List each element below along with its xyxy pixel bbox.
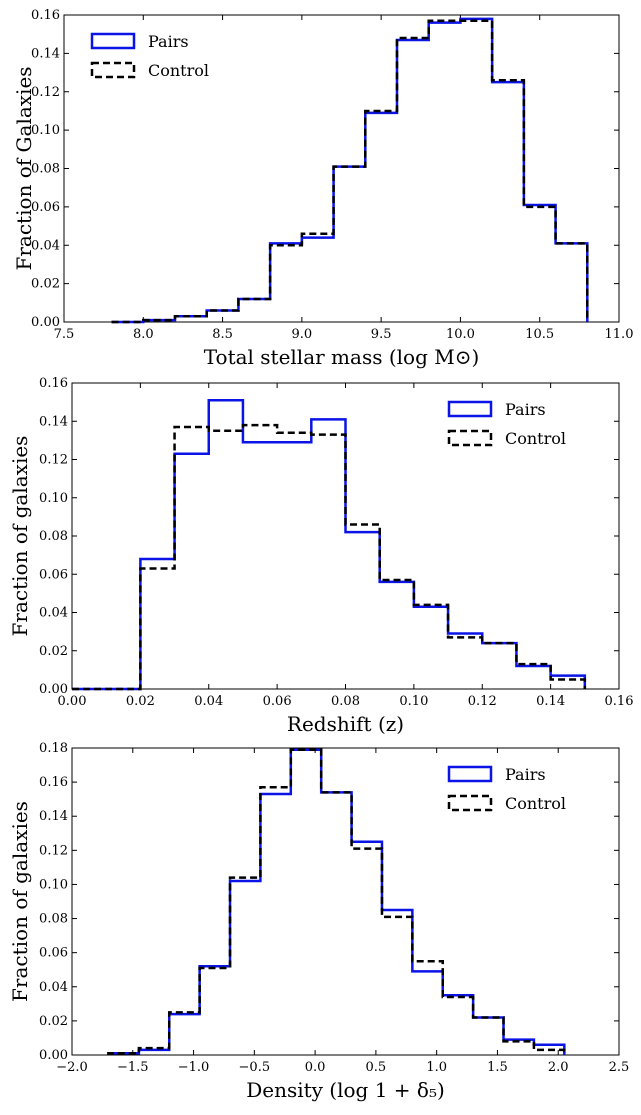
chart-panel-2: 0.00 0.02 0.04 0.06 0.08 0.10 0.12 0.14 0.16 0.00… (8, 376, 633, 736)
x-tick-label: 0.5 (366, 1060, 387, 1075)
x-tick-label: −1.0 (178, 1060, 210, 1075)
x-tick-label: 10.0 (446, 327, 475, 342)
y-tick-label: 0.18 (39, 741, 68, 756)
y-tick-label: 0.16 (39, 775, 68, 790)
legend-label-pairs: Pairs (148, 32, 189, 51)
y-tick-label: 0.12 (39, 843, 68, 858)
legend-swatch-pairs (447, 765, 493, 783)
x-tick-label: 0.06 (263, 694, 292, 709)
x-tick-label: 10.5 (525, 327, 554, 342)
legend-label-control: Control (148, 61, 209, 80)
x-tick-label: 0.16 (605, 694, 634, 709)
x-tick-label: 0.08 (331, 694, 360, 709)
y-tick-label: 0.08 (39, 912, 68, 927)
x-tick-label: 0.10 (399, 694, 428, 709)
y-tick-label: 0.10 (31, 123, 60, 138)
chart-panel-3: −2.0 −1.5 −1.0 −0.5 0.0 0.5 1.0 1.5 2.0 2.5 0.00 0.… (8, 741, 629, 1102)
legend-label-control: Control (505, 794, 566, 813)
x-tick-label: 0.00 (58, 694, 87, 709)
legend: Pairs Control (90, 32, 209, 80)
series-control-step-line (72, 423, 587, 691)
y-tick-label: 0.08 (39, 529, 68, 544)
y-tick-label: 0.06 (39, 567, 68, 582)
legend-label-pairs: Pairs (505, 400, 546, 419)
x-tick-label: 11.0 (605, 327, 634, 342)
y-tick-label: 0.00 (39, 1048, 68, 1063)
y-tick-label: 0.06 (39, 946, 68, 961)
x-tick-label: 7.5 (54, 327, 75, 342)
x-tick-label: −2.0 (56, 1060, 88, 1075)
x-tick-label: 8.0 (133, 327, 154, 342)
x-tick-label: 9.0 (292, 327, 313, 342)
plot-frame (71, 747, 620, 1056)
y-tick-label: 0.10 (39, 491, 68, 506)
y-tick-label: 0.14 (39, 414, 68, 429)
y-tick-label: 0.16 (31, 8, 60, 23)
legend-swatch-control (447, 794, 493, 812)
x-tick-label: 0.0 (305, 1060, 326, 1075)
x-tick-label: 2.0 (548, 1060, 569, 1075)
y-tick-label: 0.00 (31, 315, 60, 330)
y-axis-label: Fraction of galaxies (8, 801, 32, 1002)
series-control-step-line (111, 19, 589, 324)
y-tick-label: 0.12 (39, 453, 68, 468)
x-tick-label: 1.5 (487, 1060, 508, 1075)
y-tick-label: 0.02 (39, 644, 68, 659)
x-axis-label: Total stellar mass (log M⊙) (204, 345, 480, 369)
x-tick-label: 1.0 (426, 1060, 447, 1075)
y-tick-label: 0.00 (39, 682, 68, 697)
series-pairs-step-line (107, 748, 566, 1055)
x-tick-label: 0.02 (126, 694, 155, 709)
x-tick-label: 2.5 (609, 1060, 630, 1075)
legend-swatch-pairs (447, 400, 493, 418)
legend: Pairs Control (447, 400, 566, 448)
y-tick-label: 0.10 (39, 877, 68, 892)
x-tick-label: 8.5 (212, 327, 233, 342)
x-axis-label: Redshift (z) (287, 712, 404, 736)
series-control-step-line (107, 748, 566, 1055)
legend: Pairs Control (447, 765, 566, 813)
series-pairs-step-line (72, 398, 587, 691)
x-tick-label: −1.5 (117, 1060, 149, 1075)
x-tick-label: 0.14 (536, 694, 565, 709)
x-tick-label: 0.12 (468, 694, 497, 709)
legend-label-pairs: Pairs (505, 765, 546, 784)
x-axis-label: Density (log 1 + δ₅) (246, 1078, 445, 1102)
x-tick-label: −0.5 (239, 1060, 271, 1075)
y-axis-label: Fraction of Galaxies (12, 66, 36, 270)
y-tick-label: 0.04 (31, 238, 60, 253)
y-tick-label: 0.06 (31, 200, 60, 215)
y-axis-label: Fraction of galaxies (8, 436, 32, 637)
legend-swatch-pairs (90, 32, 136, 50)
y-tick-label: 0.02 (31, 277, 60, 292)
y-tick-label: 0.08 (31, 162, 60, 177)
x-tick-label: 9.5 (371, 327, 392, 342)
legend-label-control: Control (505, 429, 566, 448)
chart-panel-1: 7.5 8.0 8.5 9.0 9.5 10.0 10.5 11.0 0.00 0.02 0.04 0… (12, 8, 633, 369)
y-tick-label: 0.16 (39, 376, 68, 391)
legend-swatch-control (90, 61, 136, 79)
y-tick-label: 0.14 (39, 809, 68, 824)
legend-swatch-control (447, 429, 493, 447)
y-tick-label: 0.02 (39, 1014, 68, 1029)
y-tick-label: 0.04 (39, 980, 68, 995)
y-tick-label: 0.12 (31, 85, 60, 100)
x-tick-label: 0.04 (194, 694, 223, 709)
y-tick-label: 0.14 (31, 46, 60, 61)
y-tick-label: 0.04 (39, 606, 68, 621)
